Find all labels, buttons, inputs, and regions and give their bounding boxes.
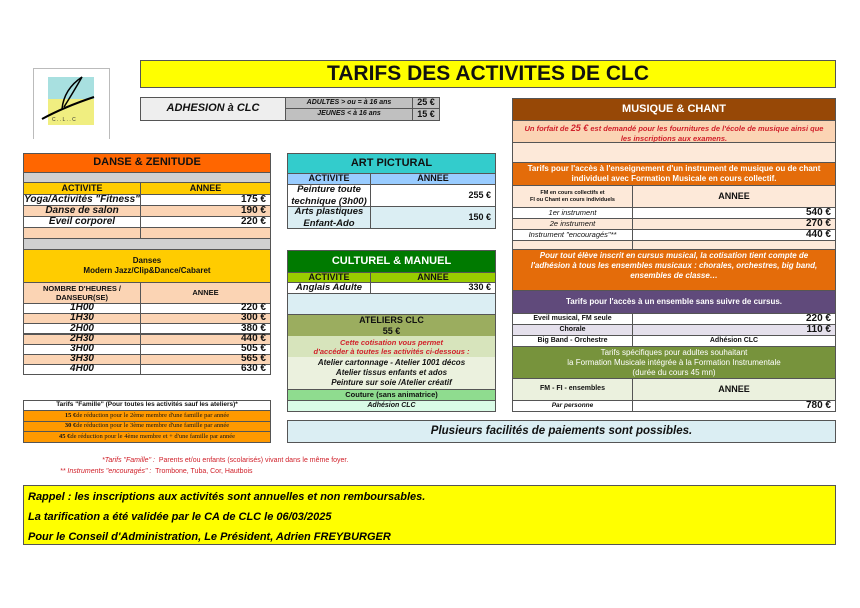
- ateliers-price: 55 €: [382, 326, 401, 336]
- art-header: ART PICTURAL: [287, 153, 496, 174]
- note-instruments: ** Instruments "encouragés" : Trombone, …: [60, 466, 348, 477]
- adultes-title-1: Tarifs spécifiques pour adultes souhaita…: [600, 347, 748, 357]
- famille-amount: 45 €: [59, 432, 71, 440]
- rappel-line: Rappel : les inscriptions aux activités …: [28, 491, 426, 503]
- danses-header: Danses Modern Jazz/Clip&Dance/Cabaret: [23, 249, 271, 283]
- forfait-text-2: est demandé pour les fournitures de l'éc…: [588, 124, 824, 144]
- fm-col-label-1: FM en cours collectifs et: [540, 189, 605, 196]
- fmfi-col-annee: ANNEE: [632, 378, 836, 401]
- note-text: Parents et/ou enfants (scolarisés) vivan…: [158, 457, 349, 464]
- ateliers-note-2: d'accéder à toutes les activités ci-dess…: [313, 347, 470, 356]
- art-row-name: Peinture toute technique (3h00): [287, 184, 371, 207]
- musique-forfait: Un forfait de 25 € est demandé pour les …: [512, 120, 836, 143]
- culturel-header: CULTUREL & MANUEL: [287, 250, 496, 273]
- forfait-amount: 25 €: [570, 123, 589, 133]
- notes: *Tarifs "Famille" : Parents et/ou enfant…: [60, 455, 348, 477]
- tarifs-instrument-title: Tarifs pour l'accès à l'enseignement d'u…: [512, 162, 836, 186]
- svg-text:C . . L . . C: C . . L . . C: [52, 117, 76, 123]
- rappel-line: Pour le Conseil d'Administration, Le Pré…: [28, 531, 391, 543]
- empty-row: [512, 142, 836, 163]
- musique-col-annee: ANNEE: [632, 185, 836, 208]
- atelier-item: Atelier tissus enfants et ados: [335, 368, 448, 377]
- atelier-item: Atelier cartonnage - Atelier 1001 décos: [317, 358, 466, 367]
- danse-col-heures: NOMBRE D'HEURES / DANSEUR(SE): [23, 282, 141, 304]
- fm-col-label-2: FI ou Chant en cours individuels: [530, 196, 615, 203]
- danse-col-annee-2: ANNEE: [140, 282, 271, 304]
- famille-amount: 15 €: [64, 411, 77, 419]
- famille-text: de réduction pour le 3ème membre d'une f…: [76, 422, 230, 430]
- cursus-note: Pour tout élève inscrit en cursus musica…: [512, 249, 836, 291]
- ateliers-header: ATELIERS CLC 55 €: [287, 314, 496, 337]
- fm-col-header: FM en cours collectifs et FI ou Chant en…: [512, 185, 633, 208]
- clc-logo-icon: C . . L . . C: [41, 76, 95, 125]
- adultes-title: Tarifs spécifiques pour adultes souhaita…: [512, 346, 836, 379]
- rappel-box: Rappel : les inscriptions aux activités …: [23, 485, 836, 545]
- note-text: Trombone, Tuba, Cor, Hautbois: [155, 468, 253, 475]
- art-row-price: 150 €: [370, 206, 496, 229]
- ateliers-note-1: Cette cotisation vous permet: [340, 337, 443, 347]
- hours-row-label: 4H00: [23, 363, 141, 376]
- art-row-name: Arts plastiques Enfant-Ado: [287, 206, 371, 229]
- ateliers-note: Cette cotisation vous permet d'accéder à…: [287, 336, 496, 358]
- atelier-item: Peinture sur soie /Atelier créatif: [331, 378, 452, 387]
- famille-text: de réduction pour le 2ème membre d'une f…: [76, 411, 230, 419]
- note-label: ** Instruments "encouragés" :: [60, 468, 152, 475]
- famille-text: de réduction pour le 4ème membre et + d'…: [70, 432, 235, 440]
- danses-subtitle: Modern Jazz/Clip&Dance/Cabaret: [83, 266, 211, 275]
- adhesion-jeunes: JEUNES < à 16 ans: [285, 108, 413, 121]
- adhesion-jeunes-price: 15 €: [412, 108, 440, 121]
- danse-header: DANSE & ZENITUDE: [23, 153, 271, 173]
- empty-row: [287, 293, 496, 315]
- rappel-line: La tarification a été validée par le CA …: [28, 511, 332, 523]
- logo: C . . L . . C: [33, 68, 110, 139]
- par-personne: Par personne: [512, 400, 633, 412]
- forfait-text: Un forfait de: [524, 124, 571, 133]
- paiement-note: Plusieurs facilités de paiements sont po…: [287, 420, 836, 443]
- culturel-adhesion: Adhésion CLC: [287, 400, 496, 412]
- ensemble-title: Tarifs pour l'accès à un ensemble sans s…: [512, 290, 836, 314]
- par-personne-price: 780 €: [632, 400, 836, 412]
- musique-header: MUSIQUE & CHANT: [512, 98, 836, 121]
- adultes-title-3: (durée du cours 45 mn): [632, 367, 716, 377]
- adhesion-label: ADHESION à CLC: [140, 97, 286, 121]
- danses-title: Danses: [132, 256, 162, 265]
- famille-row: 45 € de réduction pour le 4ème membre et…: [23, 431, 271, 443]
- ateliers-list: Atelier cartonnage - Atelier 1001 décos …: [287, 357, 496, 390]
- famille-amount: 30 €: [64, 422, 77, 430]
- fmfi-col: FM - FI - ensembles: [512, 378, 633, 401]
- art-row-price: 255 €: [370, 184, 496, 207]
- ateliers-title: ATELIERS CLC: [359, 314, 424, 325]
- hours-row-price: 630 €: [140, 363, 271, 376]
- note-famille: *Tarifs "Famille" : Parents et/ou enfant…: [60, 455, 348, 466]
- page-title: TARIFS DES ACTIVITES DE CLC: [140, 60, 836, 88]
- adultes-title-2: la Formation Musicale intégrée à la Form…: [567, 357, 781, 367]
- note-label: *Tarifs "Famille" :: [102, 457, 155, 464]
